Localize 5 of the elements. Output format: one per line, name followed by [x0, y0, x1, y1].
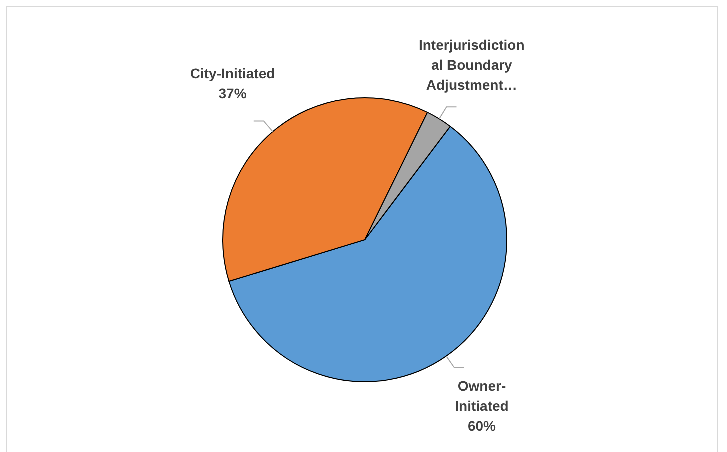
- slice-label: Interjurisdictional Boundary Adjustment…: [418, 37, 525, 94]
- slice-label: City-Initiated: [190, 66, 276, 82]
- data-label: 60%: [468, 418, 497, 434]
- slice-label: Owner-Initiated: [455, 378, 509, 414]
- data-label: 37%: [218, 86, 248, 102]
